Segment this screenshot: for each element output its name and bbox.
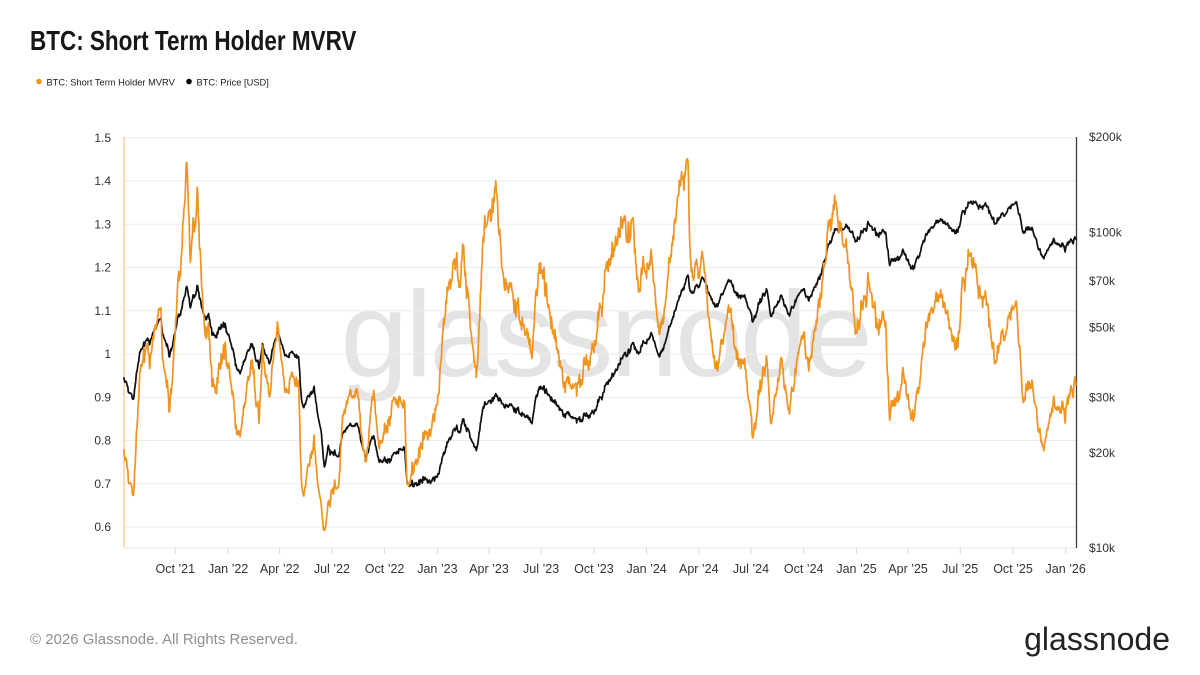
svg-text:Jul ’25: Jul ’25: [942, 562, 978, 576]
svg-text:Jan ’25: Jan ’25: [836, 562, 876, 576]
svg-text:1.4: 1.4: [94, 174, 111, 188]
svg-text:glassnode: glassnode: [1024, 621, 1170, 657]
svg-text:Oct ’22: Oct ’22: [365, 562, 405, 576]
svg-text:0.6: 0.6: [94, 520, 111, 534]
svg-text:BTC: Short Term Holder MVRV: BTC: Short Term Holder MVRV: [47, 77, 176, 87]
svg-text:1.2: 1.2: [94, 261, 111, 275]
svg-text:1: 1: [104, 347, 111, 361]
svg-text:BTC: Price [USD]: BTC: Price [USD]: [197, 77, 269, 87]
svg-text:$200k: $200k: [1089, 130, 1123, 144]
svg-text:BTC: Short Term Holder MVRV: BTC: Short Term Holder MVRV: [30, 26, 357, 57]
svg-text:Jul ’23: Jul ’23: [523, 562, 559, 576]
svg-text:Jan ’24: Jan ’24: [626, 562, 666, 576]
svg-text:$70k: $70k: [1089, 274, 1116, 288]
svg-text:1.3: 1.3: [94, 217, 111, 231]
svg-text:$20k: $20k: [1089, 446, 1116, 460]
svg-text:© 2026 Glassnode. All Rights R: © 2026 Glassnode. All Rights Reserved.: [30, 631, 298, 648]
svg-text:Apr ’22: Apr ’22: [260, 562, 300, 576]
svg-text:0.9: 0.9: [94, 390, 111, 404]
svg-text:Jul ’22: Jul ’22: [314, 562, 350, 576]
svg-text:$100k: $100k: [1089, 225, 1123, 239]
svg-text:$30k: $30k: [1089, 391, 1116, 405]
svg-text:Jan ’23: Jan ’23: [417, 562, 457, 576]
svg-text:1.1: 1.1: [94, 304, 111, 318]
svg-text:$10k: $10k: [1089, 541, 1116, 555]
svg-text:0.8: 0.8: [94, 434, 111, 448]
svg-text:Oct ’24: Oct ’24: [784, 562, 824, 576]
svg-text:Oct ’23: Oct ’23: [574, 562, 614, 576]
svg-text:Oct ’25: Oct ’25: [993, 562, 1033, 576]
svg-text:Apr ’24: Apr ’24: [679, 562, 719, 576]
svg-text:1.5: 1.5: [94, 131, 111, 145]
svg-text:$50k: $50k: [1089, 320, 1116, 334]
svg-text:Oct ’21: Oct ’21: [155, 562, 195, 576]
svg-text:Apr ’25: Apr ’25: [888, 562, 928, 576]
svg-text:0.7: 0.7: [94, 477, 111, 491]
svg-text:Apr ’23: Apr ’23: [469, 562, 509, 576]
svg-text:Jan ’22: Jan ’22: [208, 562, 248, 576]
svg-text:Jul ’24: Jul ’24: [733, 562, 769, 576]
svg-text:Jan ’26: Jan ’26: [1046, 562, 1086, 576]
